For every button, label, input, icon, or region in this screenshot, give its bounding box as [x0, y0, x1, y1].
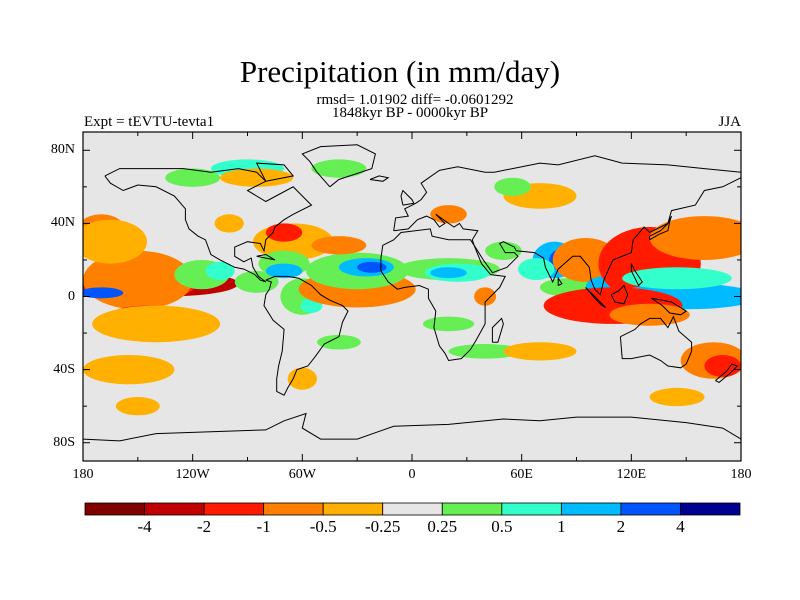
coastline-new-guinea	[651, 297, 688, 316]
coastline-sumatra	[585, 287, 607, 308]
map-title: Precipitation (in mm/day)	[239, 54, 561, 89]
y-tick-label: 80N	[50, 142, 75, 158]
anomaly-region	[474, 287, 497, 306]
coastline-south-america	[263, 275, 349, 396]
anomaly-region	[265, 263, 303, 279]
coastline-sri-lanka	[557, 276, 563, 286]
colorbar-box	[441, 502, 503, 516]
colorbar-box	[322, 502, 384, 516]
coastline-new-zealand	[715, 363, 739, 383]
coastline-uk	[400, 189, 415, 206]
x-tick-label: 180	[72, 467, 94, 482]
anomaly-region	[287, 367, 317, 390]
y-tick-label: 80S	[53, 434, 75, 450]
coastline-philippines	[630, 263, 643, 287]
anomaly-region	[494, 177, 531, 196]
coastline-baffin	[255, 162, 295, 182]
y-tick-label: 0	[68, 288, 75, 304]
colorbar-label: -0.5	[309, 517, 337, 536]
x-tick-label: 0	[408, 467, 416, 482]
anomaly-region	[518, 258, 555, 281]
colorbar-box	[382, 502, 443, 516]
colorbar-box	[501, 502, 562, 516]
x-tick-label: 60W	[288, 467, 316, 482]
anomaly-region	[214, 214, 244, 233]
colorbar-box	[263, 502, 324, 516]
anomaly-region	[115, 397, 160, 416]
axis-ticks	[82, 132, 742, 461]
anomaly-region	[92, 305, 221, 343]
anomaly-region	[357, 261, 387, 273]
colorbar	[84, 502, 741, 516]
colorbar-label: 4	[676, 517, 685, 536]
colorbar-label: -4	[137, 517, 152, 536]
anomaly-region	[83, 287, 124, 299]
colorbar-label: -0.25	[365, 517, 401, 536]
colorbar-box	[144, 502, 205, 516]
colorbar-box	[680, 502, 741, 516]
season-label: JJA	[718, 114, 741, 130]
colorbar-label: 1	[557, 517, 566, 536]
stats-line: rmsd= 1.01902 diff= -0.0601292	[316, 92, 514, 108]
coastline-north-america	[104, 168, 313, 283]
coastline-greenland	[301, 144, 376, 188]
anomaly-region	[83, 354, 175, 385]
anomaly-region	[234, 270, 279, 293]
coastline-madagascar	[491, 317, 504, 343]
anomaly-region	[311, 159, 367, 178]
anomaly-region	[448, 344, 522, 359]
colorbar-box	[620, 502, 681, 516]
anomaly-region	[422, 316, 475, 332]
coastline-eurasia	[393, 155, 741, 296]
coastline-africa	[380, 228, 506, 362]
colorbar-label: 0.25	[427, 517, 458, 536]
colorbar-box	[84, 502, 145, 516]
coastline-antarctica	[83, 412, 741, 442]
anomaly-region	[430, 205, 467, 224]
coastline-borneo	[610, 284, 629, 305]
x-tick-label: 180	[730, 467, 752, 482]
coastline-japan	[649, 215, 672, 241]
anomaly-region	[649, 216, 741, 260]
colorbar-label: -2	[196, 517, 212, 536]
colorbar-label: 0.5	[491, 517, 513, 536]
anomaly-region	[205, 261, 235, 281]
x-tick-label: 120E	[616, 467, 647, 482]
x-tick-label: 60E	[510, 467, 533, 482]
x-tick-label: 120W	[175, 467, 210, 482]
anomaly-region	[704, 354, 741, 377]
anomaly-region	[649, 387, 705, 407]
anomaly-region	[609, 303, 690, 326]
coastline-caribbean-cuba	[256, 253, 276, 261]
anomaly-region	[311, 236, 367, 255]
coastline-iceland	[369, 175, 390, 182]
period-line: 1848kyr BP - 0000kyr BP	[331, 105, 489, 121]
anomaly-region	[265, 223, 303, 242]
anomaly-region	[622, 267, 732, 290]
coastlines	[83, 144, 741, 442]
anomaly-region	[83, 219, 147, 264]
y-tick-label: 40S	[53, 361, 75, 377]
anomaly-region	[316, 334, 361, 350]
coastline-australia	[619, 315, 693, 369]
colorbar-box	[203, 502, 265, 516]
anomaly-region	[430, 267, 467, 279]
anomaly-region	[503, 342, 577, 361]
colorbar-label: -1	[256, 517, 271, 536]
colorbar-label: 2	[616, 517, 626, 536]
y-tick-label: 40N	[50, 215, 75, 231]
colorbar-box	[560, 502, 622, 516]
anomaly-field	[83, 159, 741, 416]
anomaly-region	[165, 168, 221, 187]
anomaly-region	[220, 168, 294, 187]
experiment-label: Expt = tEVTU-tevta1	[84, 114, 215, 130]
